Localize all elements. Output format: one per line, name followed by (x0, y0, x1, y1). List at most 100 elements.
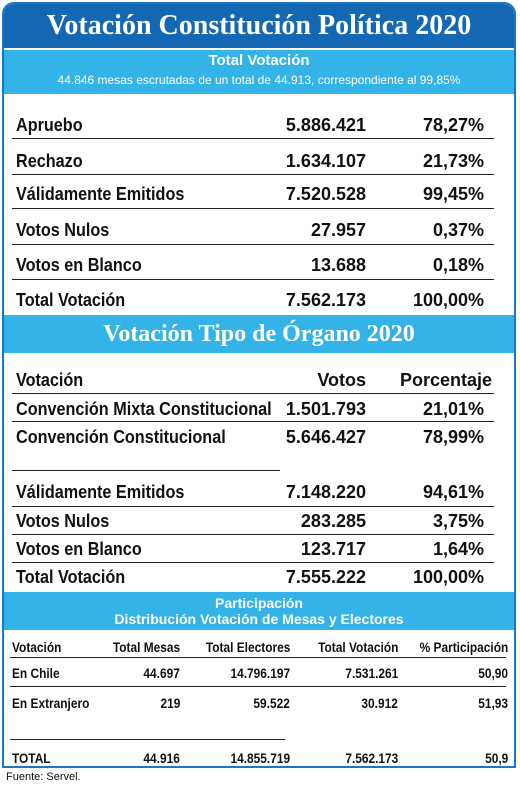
header-cell: % Participación (419, 639, 508, 655)
table-row: Votos Nulos 283.285 3,75% (12, 506, 504, 536)
table-cell: 30.912 (361, 695, 398, 711)
table-cell: 59.522 (253, 695, 290, 711)
header-cell: Total Votación (317, 639, 398, 655)
row-divider (12, 279, 494, 280)
row-label: Votos Nulos (16, 220, 110, 240)
table-cell: 219 (160, 695, 180, 711)
table-cell: 14.855.719 (230, 750, 290, 766)
header-cell: Total Electores (205, 639, 290, 655)
row-divider (12, 393, 494, 394)
row-divider (12, 506, 494, 507)
row-label: Total Votación (16, 290, 126, 310)
table-row: En Chile 44.697 14.796.197 7.531.261 50,… (10, 660, 510, 686)
header-label: Votación (16, 370, 84, 390)
row-votes: 7.520.528 (285, 184, 366, 204)
section-divider (10, 739, 285, 740)
table-header-row: Votación Votos Porcentaje (12, 365, 504, 395)
table-cell: En Extranjero (12, 695, 90, 711)
participation-heading: Participación (215, 595, 303, 611)
header-pct: Porcentaje (399, 370, 492, 390)
table-row: Votos Nulos 27.957 0,37% (12, 215, 504, 245)
row-divider (12, 208, 494, 209)
row-votes: 1.634.107 (285, 151, 366, 171)
table-cell: TOTAL (12, 750, 51, 766)
total-section-heading: Total Votación (208, 52, 310, 69)
table-cell: 50,9 (484, 750, 508, 766)
row-divider (12, 138, 494, 139)
row-label: Apruebo (16, 115, 83, 135)
row-divider (12, 244, 494, 245)
row-votes: 1.501.793 (285, 399, 366, 419)
row-label: Válidamente Emitidos (16, 184, 185, 204)
table-row: Total Votación 7.562.173 100,00% (12, 285, 504, 315)
table-row: TOTAL 44.916 14.855.719 7.562.173 50,9 (10, 745, 510, 766)
row-divider (12, 174, 494, 175)
row-votes: 7.148.220 (285, 482, 366, 502)
table-cell: En Chile (12, 665, 60, 681)
row-pct: 0,18% (432, 255, 484, 275)
row-pct: 100,00% (412, 290, 484, 310)
table-row: Apruebo 5.886.421 78,27% (12, 110, 504, 140)
table-cell: 7.531.261 (345, 665, 398, 681)
row-votes: 7.562.173 (285, 290, 366, 310)
row-pct: 100,00% (412, 567, 484, 587)
header-cell: Votación (12, 639, 62, 655)
table-row: Total Votación 7.555.222 100,00% (12, 562, 504, 592)
row-label: Rechazo (16, 151, 83, 171)
row-votes: 123.717 (300, 539, 366, 559)
row-votes: 13.688 (310, 255, 366, 275)
row-divider (12, 534, 494, 535)
row-label: Total Votación (16, 567, 126, 587)
row-pct: 0,37% (432, 220, 484, 240)
table-cell: 50,90 (478, 665, 508, 681)
row-label: Votos Nulos (16, 511, 110, 531)
row-pct: 21,73% (422, 151, 484, 171)
section-divider (12, 470, 280, 471)
row-pct: 78,27% (422, 115, 484, 135)
row-label: Convención Mixta Constitucional (16, 399, 272, 419)
row-divider (12, 421, 494, 422)
row-pct: 1,64% (432, 539, 484, 559)
row-pct: 3,75% (432, 511, 484, 531)
header-votes: Votos (317, 370, 366, 390)
row-divider (10, 686, 506, 687)
row-votes: 283.285 (300, 511, 366, 531)
row-votes: 7.555.222 (285, 567, 366, 587)
row-votes: 5.886.421 (285, 115, 366, 135)
table-cell: 44.916 (143, 750, 180, 766)
table-row: Votos en Blanco 13.688 0,18% (12, 250, 504, 280)
row-label: Votos en Blanco (16, 539, 142, 559)
results-panel: Votación Constitución Política 2020 Tota… (2, 2, 516, 768)
row-pct: 94,61% (422, 482, 484, 502)
row-votes: 27.957 (310, 220, 366, 240)
table-row: Rechazo 1.634.107 21,73% (12, 146, 504, 176)
row-divider (12, 562, 494, 563)
row-divider (10, 657, 506, 658)
organo-section-heading: Votación Tipo de Órgano 2020 (4, 315, 514, 353)
table-row: Votos en Blanco 123.717 1,64% (12, 534, 504, 564)
row-pct: 99,45% (422, 184, 484, 204)
table-cell: 7.562.173 (345, 750, 398, 766)
table-cell: 14.796.197 (230, 665, 290, 681)
table-row: Convención Constitucional 5.646.427 78,9… (12, 422, 504, 452)
table-row: Válidamente Emitidos 7.520.528 99,45% (12, 179, 504, 209)
header-cell: Total Mesas (112, 639, 180, 655)
row-votes: 5.646.427 (285, 427, 366, 447)
table-cell: 51,93 (478, 695, 508, 711)
row-label: Votos en Blanco (16, 255, 142, 275)
source-note: Fuente: Servel. (6, 771, 81, 783)
table-row: Convención Mixta Constitucional 1.501.79… (12, 394, 504, 424)
participation-section-header: Participación Distribución Votación de M… (4, 592, 514, 630)
row-label: Válidamente Emitidos (16, 482, 185, 502)
table-row: Válidamente Emitidos 7.148.220 94,61% (12, 477, 504, 507)
row-pct: 21,01% (422, 399, 484, 419)
total-section-subtitle: 44.846 mesas escrutadas de un total de 4… (57, 73, 461, 87)
page-title: Votación Constitución Política 2020 (4, 4, 514, 48)
participation-subheading: Distribución Votación de Mesas y Elector… (114, 611, 404, 627)
table-header-row: Votación Total Mesas Total Electores Tot… (10, 634, 510, 660)
table-row: En Extranjero 219 59.522 30.912 51,93 (10, 690, 510, 716)
row-pct: 78,99% (422, 427, 484, 447)
total-section-header: Total Votación 44.846 mesas escrutadas d… (4, 50, 514, 94)
row-label: Convención Constitucional (16, 427, 226, 447)
table-cell: 44.697 (143, 665, 180, 681)
